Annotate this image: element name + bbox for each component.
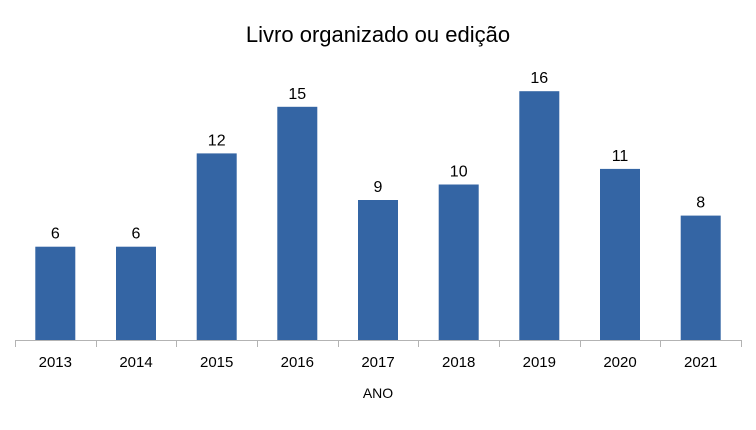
x-axis-label: ANO	[363, 385, 393, 401]
chart-title: Livro organizado ou edição	[246, 22, 510, 47]
bar-2021	[680, 215, 721, 340]
bar-2018	[438, 184, 479, 340]
bar-2017	[358, 200, 398, 340]
data-label-2018: 10	[450, 164, 468, 181]
data-labels-layer: 6 6 12 15 9 10 16 11 8	[51, 70, 705, 243]
x-tick-label-2018: 2018	[442, 354, 475, 371]
data-label-2020: 11	[612, 148, 629, 165]
bar-2016	[277, 106, 318, 341]
x-tick-label-2021: 2021	[684, 354, 717, 371]
x-tick-label-2015: 2015	[200, 354, 233, 371]
data-label-2014: 6	[132, 226, 141, 243]
x-tick-label-2013: 2013	[39, 354, 72, 371]
bar-2019	[519, 91, 560, 340]
data-label-2016: 15	[288, 86, 306, 103]
x-tick-label-2019: 2019	[523, 354, 556, 371]
bar-2014	[116, 246, 156, 340]
x-axis: 2013 2014 2015 2016 2017 2018 2019 2020 2021	[15, 340, 742, 371]
bar-2013	[35, 246, 76, 340]
x-tick-label-2016: 2016	[281, 354, 314, 371]
data-label-2021: 8	[696, 195, 705, 212]
x-tick-label-2020: 2020	[603, 354, 636, 371]
bars-layer	[35, 91, 721, 341]
x-tick-label-2017: 2017	[361, 354, 394, 371]
data-label-2017: 9	[374, 179, 383, 196]
x-tick-label-2014: 2014	[119, 354, 152, 371]
data-label-2019: 16	[530, 70, 548, 87]
bar-2020	[600, 168, 640, 340]
data-label-2013: 6	[51, 226, 60, 243]
data-label-2015: 12	[208, 132, 226, 149]
bar-2015	[196, 153, 237, 340]
